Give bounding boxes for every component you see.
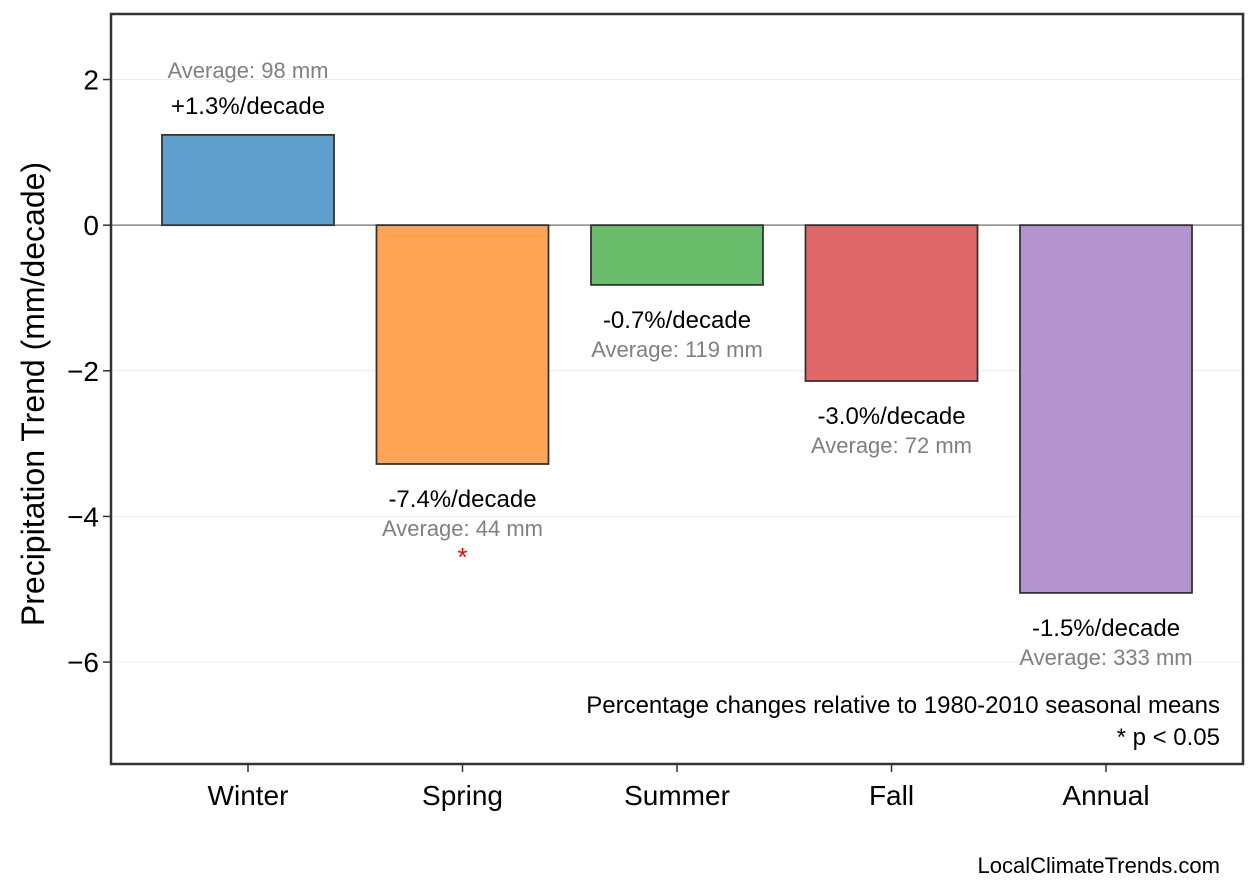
x-tick-label: Fall (869, 780, 914, 811)
x-axis: Winter Spring Summer Fall Annual (208, 764, 1150, 811)
x-tick-label: Spring (422, 780, 503, 811)
x-tick-label: Annual (1062, 780, 1149, 811)
bar-summer (590, 224, 764, 286)
pct-label: -1.5%/decade (1032, 615, 1180, 642)
pct-label: -7.4%/decade (388, 486, 536, 513)
y-tick-label: 2 (83, 65, 99, 96)
bar-fall (804, 224, 979, 382)
pct-label: +1.3%/decade (171, 93, 325, 120)
bar-labels: +1.3%/decade Average: 98 mm -7.4%/decade Av… (167, 58, 1192, 670)
y-tick-label: −2 (67, 356, 99, 387)
avg-label: Average: 98 mm (167, 58, 328, 83)
bar-spring (375, 224, 550, 465)
avg-label: Average: 333 mm (1019, 645, 1192, 670)
x-tick-label: Summer (624, 780, 730, 811)
credit-text: LocalClimateTrends.com (978, 853, 1221, 878)
y-axis: −6 −4 −2 0 2 (67, 65, 111, 678)
bars (161, 133, 1193, 594)
note-percentage: Percentage changes relative to 1980-2010… (586, 692, 1220, 719)
pct-label: -3.0%/decade (817, 403, 965, 430)
x-tick-label: Winter (208, 780, 289, 811)
y-tick-label: −4 (67, 501, 99, 532)
bar-annual (1019, 224, 1193, 594)
significance-marker: * (457, 542, 467, 572)
avg-label: Average: 72 mm (811, 433, 972, 458)
avg-label: Average: 119 mm (591, 337, 763, 362)
avg-label: Average: 44 mm (382, 516, 543, 541)
y-tick-label: 0 (83, 210, 99, 241)
note-significance: * p < 0.05 (1117, 724, 1220, 751)
y-tick-label: −6 (67, 647, 99, 678)
bar-winter (161, 133, 335, 227)
y-axis-title: Precipitation Trend (mm/decade) (15, 162, 51, 626)
pct-label: -0.7%/decade (603, 307, 751, 334)
